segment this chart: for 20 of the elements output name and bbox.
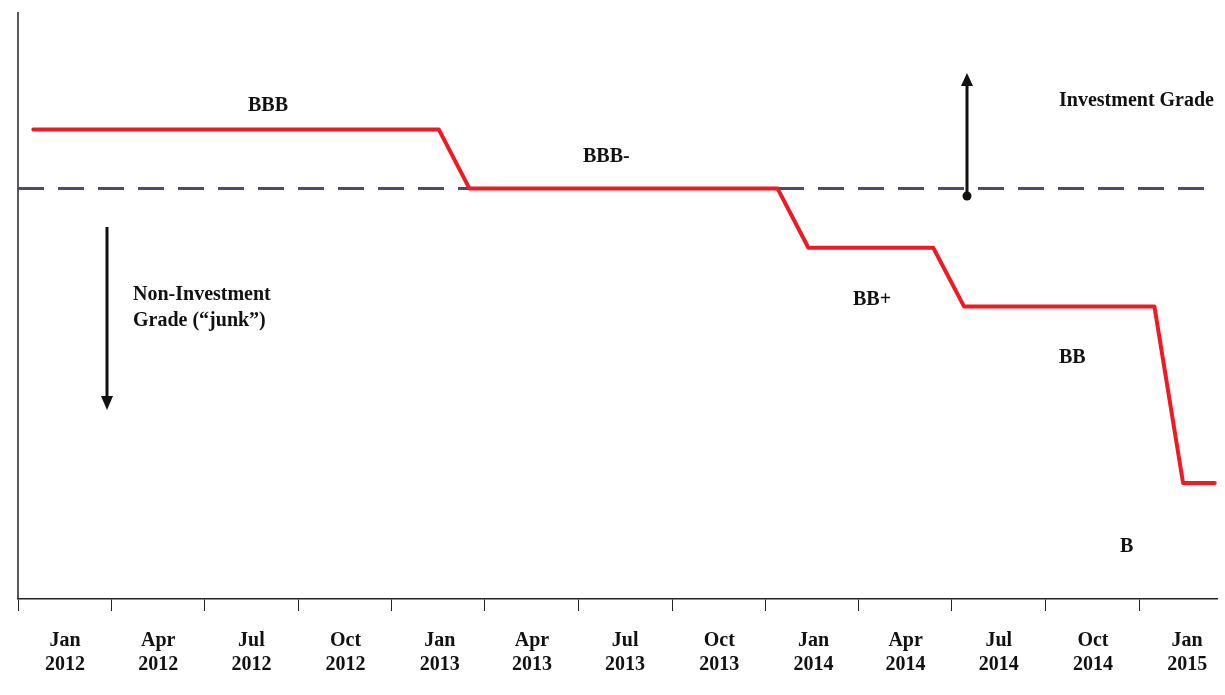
- x-tick-label: Jan 2013: [419, 628, 460, 675]
- annotation: BB: [1059, 345, 1086, 368]
- x-tick-label: Oct 2014: [1072, 628, 1113, 675]
- x-tick-label: Apr 2014: [885, 628, 926, 675]
- x-tick-label: Oct 2013: [699, 628, 740, 675]
- x-tick-label: Apr 2013: [511, 628, 552, 675]
- annotation: BBB-: [583, 144, 630, 167]
- x-tick-label: Jan 2015: [1167, 628, 1208, 675]
- x-tick-label: Jan 2012: [45, 628, 86, 675]
- x-tick-label: Jan 2014: [793, 628, 834, 675]
- x-tick-label: Apr 2012: [138, 628, 179, 675]
- annotation: BB+: [853, 287, 892, 310]
- annotation: B: [1120, 534, 1134, 557]
- text: Investment Grade: [1059, 88, 1215, 111]
- x-tick-label: Jul 2012: [231, 628, 272, 675]
- text: BBB: [248, 93, 289, 116]
- annotation: Non-Investment Grade (“junk”): [133, 282, 272, 332]
- x-tick-label: Oct 2012: [325, 628, 366, 675]
- x-tick-label: Jul 2014: [978, 628, 1019, 675]
- x-tick-label: Jul 2013: [605, 628, 646, 675]
